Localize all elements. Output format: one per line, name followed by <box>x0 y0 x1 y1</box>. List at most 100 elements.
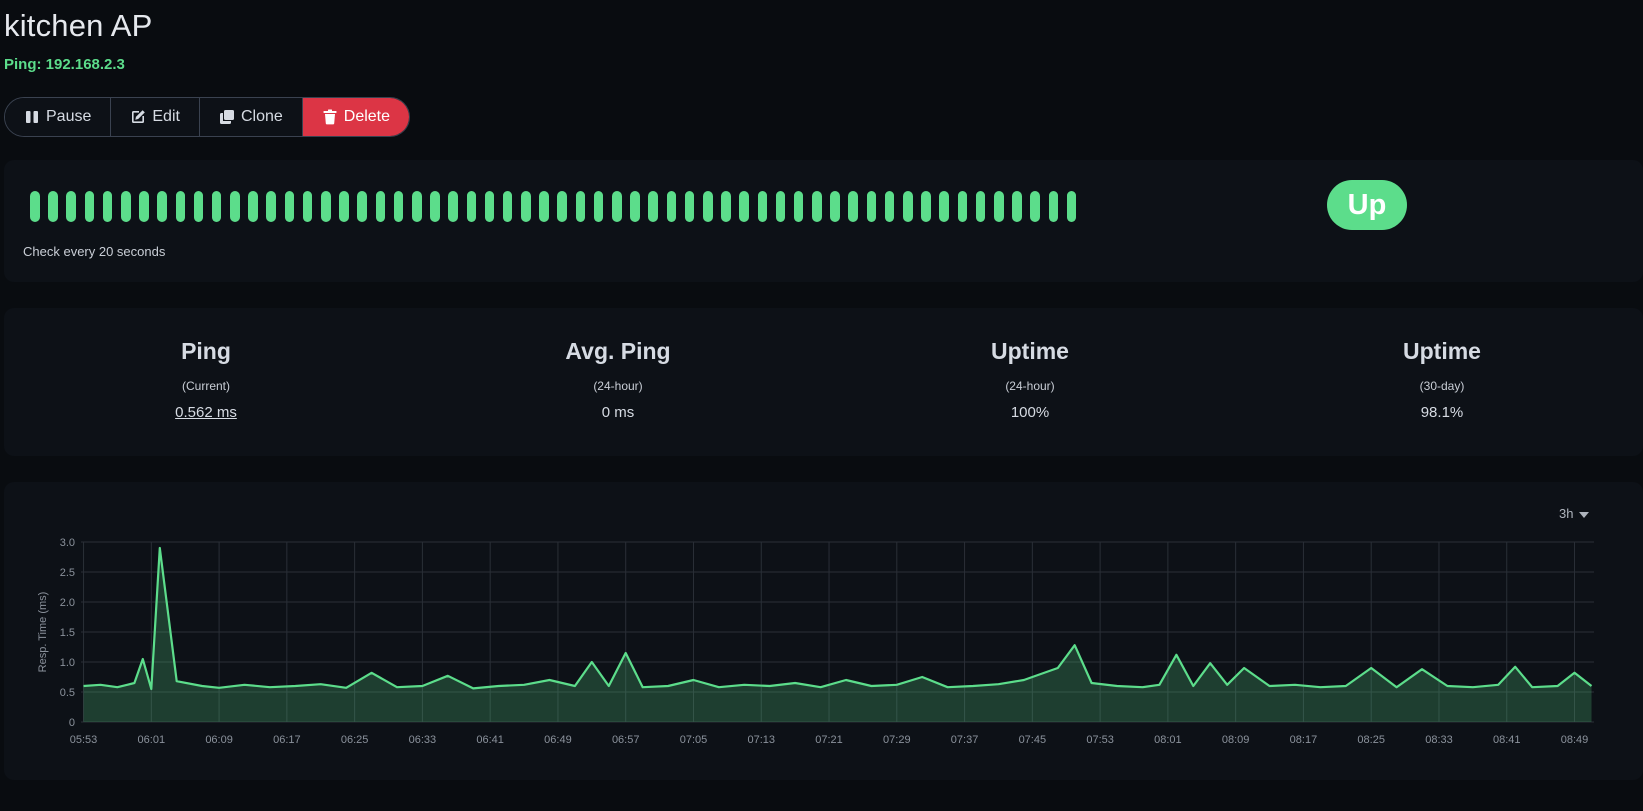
y-tick-label: 2.5 <box>60 567 75 579</box>
heartbeat-beat[interactable] <box>411 191 422 222</box>
heartbeat-beat[interactable] <box>575 191 586 222</box>
heartbeat-beat[interactable] <box>1030 191 1040 222</box>
heartbeat-beat[interactable] <box>866 191 877 222</box>
heartbeat-beat[interactable] <box>302 191 313 222</box>
heartbeat-beat[interactable] <box>702 191 713 222</box>
heartbeat-beat[interactable] <box>521 191 531 222</box>
heartbeat-beat[interactable] <box>721 191 731 222</box>
edit-label: Edit <box>152 108 180 125</box>
clone-label: Clone <box>240 108 283 125</box>
heartbeat-beat[interactable] <box>321 191 331 222</box>
heartbeat-beat[interactable] <box>830 191 840 222</box>
heartbeat-beat[interactable] <box>430 191 440 222</box>
period-select[interactable]: 3h <box>1559 506 1590 521</box>
clone-button[interactable]: Clone <box>199 98 303 136</box>
heartbeat-beat[interactable] <box>939 191 949 222</box>
heartbeat-beat[interactable] <box>66 191 76 222</box>
heartbeat-beat[interactable] <box>448 191 458 222</box>
heartbeat-beat[interactable] <box>848 191 859 222</box>
heartbeat-beat[interactable] <box>266 191 277 222</box>
x-tick-label: 06:09 <box>205 734 233 746</box>
heartbeat-beat[interactable] <box>739 191 749 222</box>
stat-value: 0 ms <box>601 404 635 421</box>
x-tick-label: 07:13 <box>747 734 775 746</box>
heartbeat-beat[interactable] <box>102 191 113 222</box>
heartbeat-beat[interactable] <box>539 191 549 222</box>
heartbeat-beat[interactable] <box>120 191 131 222</box>
x-tick-label: 06:33 <box>409 734 437 746</box>
heartbeat-beat[interactable] <box>284 191 295 222</box>
status-badge: Up <box>1327 180 1407 230</box>
heartbeat-beat[interactable] <box>248 191 258 222</box>
x-tick-label: 07:29 <box>883 734 911 746</box>
heartbeat-beat[interactable] <box>484 191 495 222</box>
x-tick-label: 06:01 <box>138 734 166 746</box>
heartbeat-beat[interactable] <box>193 191 204 222</box>
y-tick-label: 0 <box>69 717 75 729</box>
x-tick-label: 06:49 <box>544 734 572 746</box>
series-line <box>83 546 1593 691</box>
pause-label: Pause <box>46 108 92 125</box>
heartbeat-beat[interactable] <box>211 191 222 222</box>
x-tick-label: 06:57 <box>612 734 640 746</box>
heartbeat-beat[interactable] <box>30 191 40 222</box>
heartbeat-beat[interactable] <box>339 191 349 222</box>
heartbeat-beat[interactable] <box>993 191 1004 222</box>
heartbeat-beat[interactable] <box>903 191 913 222</box>
heartbeat-beat[interactable] <box>84 191 95 222</box>
heartbeat-beat[interactable] <box>593 191 604 222</box>
x-tick-label: 08:33 <box>1425 734 1453 746</box>
trash-icon <box>322 109 338 125</box>
heartbeat-beat[interactable] <box>466 191 477 222</box>
series-area <box>83 548 1592 722</box>
heartbeat-beat[interactable] <box>357 191 367 222</box>
heartbeat-beat[interactable] <box>648 191 658 222</box>
heartbeat-beat[interactable] <box>375 191 386 222</box>
x-tick-label: 06:25 <box>341 734 369 746</box>
heartbeat-beat[interactable] <box>393 191 404 222</box>
delete-button[interactable]: Delete <box>302 98 410 136</box>
x-tick-label: 07:21 <box>815 734 843 746</box>
heartbeat-beat[interactable] <box>1048 191 1059 222</box>
heartbeat-beat[interactable] <box>793 191 804 222</box>
stat-title: Ping <box>181 338 231 364</box>
x-tick-label: 08:25 <box>1357 734 1385 746</box>
heartbeat-beat[interactable] <box>975 191 986 222</box>
heartbeat-beat[interactable] <box>502 191 513 222</box>
x-tick-label: 08:41 <box>1493 734 1521 746</box>
heartbeat-beat[interactable] <box>957 191 968 222</box>
stat-value-link[interactable]: 0.562 ms <box>175 404 237 421</box>
x-tick-label: 08:17 <box>1290 734 1318 746</box>
y-tick-label: 1.0 <box>60 657 75 669</box>
edit-button[interactable]: Edit <box>111 98 200 136</box>
stat-subtitle: (Current) <box>181 379 230 393</box>
heartbeat-beat[interactable] <box>48 191 58 222</box>
monitor-subtitle: Ping: 192.168.2.3 <box>4 56 125 73</box>
stat-value: 98.1% <box>1420 404 1464 421</box>
x-tick-label: 07:05 <box>680 734 708 746</box>
heartbeat-beat[interactable] <box>612 191 622 222</box>
heartbeat-beat[interactable] <box>921 191 931 222</box>
heartbeat-beat[interactable] <box>157 191 167 222</box>
pause-button[interactable]: Pause <box>5 98 112 136</box>
heartbeat-beat[interactable] <box>757 191 768 222</box>
heartbeat-beat[interactable] <box>139 191 149 222</box>
heartbeat-beat[interactable] <box>1066 191 1077 222</box>
heartbeat-beat[interactable] <box>684 191 695 222</box>
heartbeat-beat[interactable] <box>557 191 568 222</box>
period-value: 3h <box>1559 506 1574 521</box>
response-time-chart-card: 3h 0 0.5 1.0 1.5 2.0 2.5 3.0 05:53 06:01 06:09 06:… <box>4 482 1643 780</box>
stat-subtitle: (24-hour) <box>1005 379 1055 393</box>
heartbeat-beat[interactable] <box>175 191 186 222</box>
heartbeat-beat[interactable] <box>230 191 240 222</box>
heartbeat-beat[interactable] <box>630 191 640 222</box>
stat-subtitle: (24-hour) <box>593 379 643 393</box>
heartbeat-beat[interactable] <box>812 191 822 222</box>
heartbeat-beat[interactable] <box>775 191 786 222</box>
heartbeat-beat[interactable] <box>666 191 677 222</box>
x-tick-label: 08:09 <box>1222 734 1250 746</box>
stat-title: Avg. Ping <box>565 338 671 364</box>
heartbeat-beat[interactable] <box>1012 191 1022 222</box>
heartbeat-beat[interactable] <box>884 191 895 222</box>
